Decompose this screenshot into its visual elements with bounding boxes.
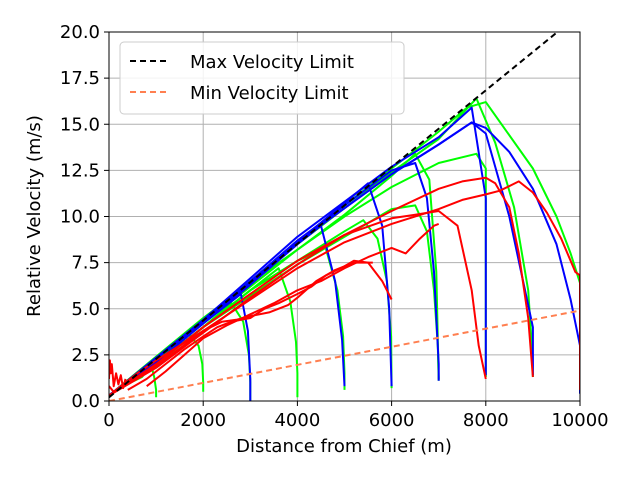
series-line-21 [146,222,440,387]
legend-label-min: Min Velocity Limit [190,83,349,104]
series-line-23 [109,176,534,397]
y-tick-label: 7.5 [71,253,100,274]
series-line-20 [127,259,393,391]
x-axis-label: Distance from Chief (m) [236,436,452,457]
y-tick-label: 2.5 [71,345,100,366]
tick-labels: 0 2000 4000 6000 8000 10000 0.0 2.5 5.0 7.5 10.0 12… [60,22,609,431]
y-tick-label: 15.0 [60,114,100,135]
x-tick-label: 0 [103,410,114,431]
y-tick-label: 17.5 [60,68,100,89]
y-tick-label: 0.0 [71,391,100,412]
y-tick-label: 12.5 [60,160,100,181]
plot-area [109,32,580,401]
legend-label-max: Max Velocity Limit [190,52,354,73]
y-axis-label: Relative Velocity (m/s) [24,115,45,317]
axes-frame [108,31,581,402]
series-line-18 [109,359,127,390]
y-tick-label: 20.0 [60,22,100,43]
series-line-22 [109,210,487,397]
x-tick-label: 4000 [274,410,320,431]
x-tick-label: 10000 [551,410,608,431]
axes [104,31,581,406]
y-tick-label: 10.0 [60,207,100,228]
legend: Max Velocity Limit Min Velocity Limit [119,41,405,115]
y-tick-label: 5.0 [71,299,100,320]
x-tick-label: 2000 [180,410,226,431]
series-line-15 [109,106,487,397]
x-tick-label: 6000 [369,410,415,431]
max-velocity-limit-line [109,32,559,399]
legend-box [119,41,405,115]
x-tick-label: 8000 [463,410,509,431]
series-line-24 [109,180,580,397]
series-line-17 [109,121,580,397]
